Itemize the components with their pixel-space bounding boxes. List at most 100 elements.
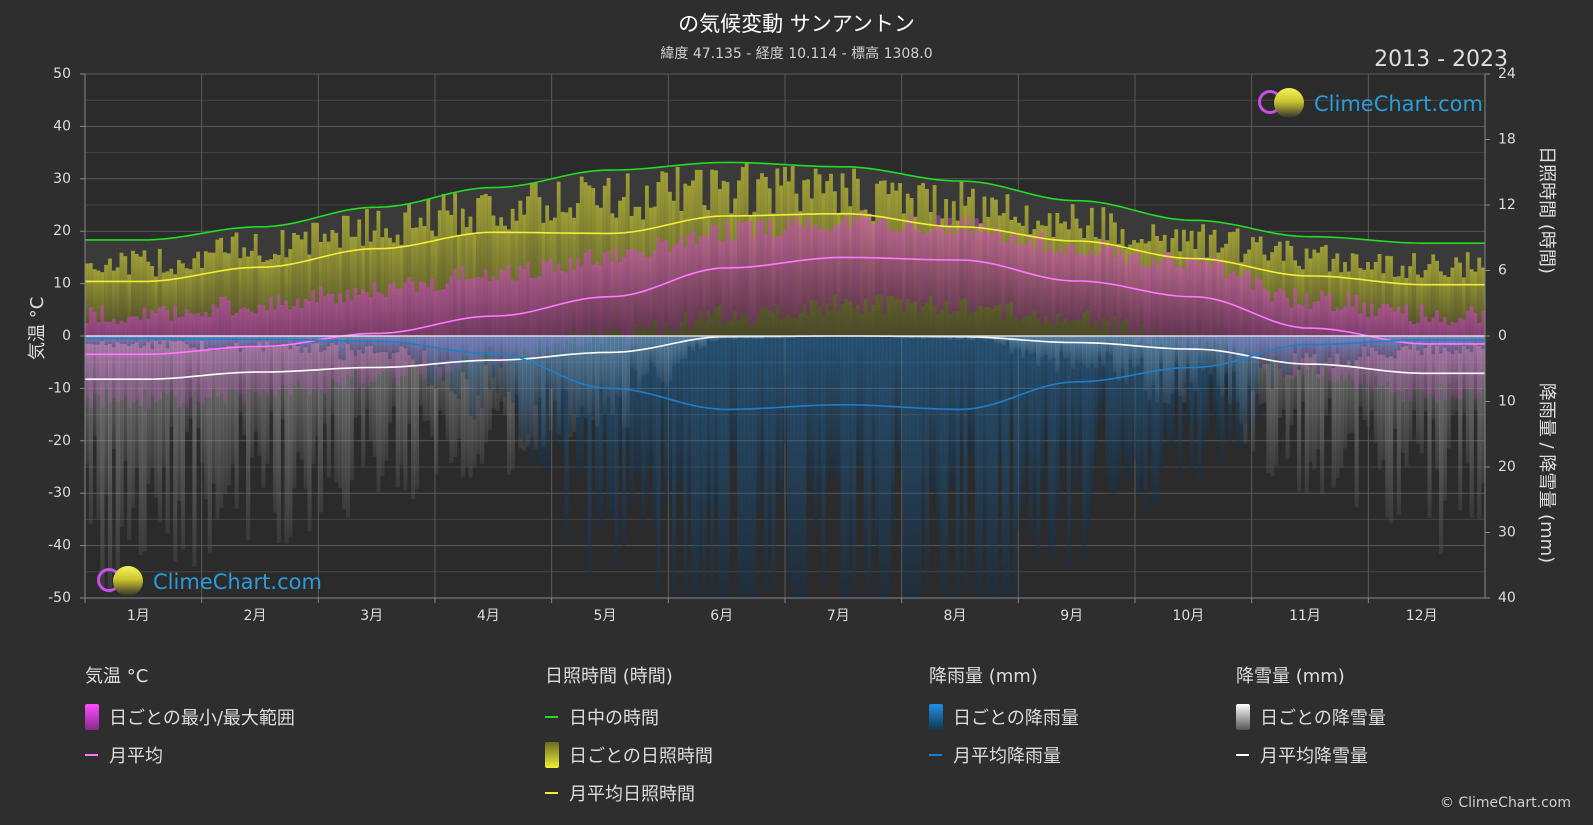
temperature-range-bar bbox=[752, 237, 756, 324]
rain-bar bbox=[825, 336, 829, 483]
rain-bar bbox=[1178, 336, 1182, 472]
rain-bar bbox=[1424, 336, 1428, 348]
rain-bar bbox=[254, 336, 258, 346]
rain-bar bbox=[979, 336, 983, 598]
brand-logo-top[interactable]: ClimeChart.com bbox=[1258, 88, 1483, 120]
temperature-range-bar bbox=[618, 262, 622, 333]
rain-bar bbox=[710, 336, 714, 598]
temperature-range-bar bbox=[587, 250, 591, 343]
rain-bar bbox=[426, 336, 430, 386]
temperature-range-bar bbox=[1155, 266, 1159, 330]
snow-bar bbox=[135, 336, 139, 468]
rain-bar bbox=[538, 336, 542, 463]
rain-bar bbox=[97, 336, 101, 344]
rain-bar bbox=[795, 336, 799, 598]
rain-bar bbox=[204, 336, 208, 350]
rain-bar bbox=[1320, 336, 1324, 366]
month-tick-label: 11月 bbox=[1289, 608, 1321, 624]
temperature-range-bar bbox=[1170, 256, 1174, 339]
rain-bar bbox=[89, 336, 93, 344]
precipitation-tick-label: 40 bbox=[1498, 590, 1516, 606]
temperature-tick-label: -40 bbox=[48, 538, 71, 554]
rain-bar bbox=[898, 336, 902, 471]
rain-bar bbox=[1209, 336, 1213, 389]
rain-bar bbox=[1009, 336, 1013, 430]
rain-bar bbox=[1174, 336, 1178, 403]
rain-bar bbox=[722, 336, 726, 598]
rain-bar bbox=[377, 336, 381, 352]
daylight-swatch-icon bbox=[545, 716, 558, 718]
rain-bar bbox=[1289, 336, 1293, 375]
temperature-range-bar bbox=[1113, 258, 1117, 317]
temperature-range-bar bbox=[852, 217, 856, 309]
temperature-range-bar bbox=[883, 216, 887, 314]
temperature-range-bar bbox=[1124, 263, 1128, 318]
snow-bar bbox=[342, 336, 346, 509]
brand-logo-bottom[interactable]: ClimeChart.com bbox=[97, 566, 322, 598]
legend-heading: 気温 °C bbox=[85, 662, 295, 684]
temperature-tick-label: -10 bbox=[48, 380, 71, 396]
snow-bar bbox=[403, 336, 407, 490]
rain-bar bbox=[1136, 336, 1140, 498]
temperature-range-bar bbox=[576, 259, 580, 348]
rain-bar bbox=[630, 336, 634, 506]
rain-bar bbox=[921, 336, 925, 523]
snow-bar bbox=[1470, 336, 1474, 518]
legend-item: 月平均 bbox=[85, 736, 295, 774]
rain-bar bbox=[1240, 336, 1244, 447]
rain-bar bbox=[1036, 336, 1040, 563]
temperature-range-bar bbox=[683, 247, 687, 312]
rain-bar bbox=[492, 336, 496, 378]
temperature-range-bar bbox=[795, 217, 799, 318]
rain-bar bbox=[649, 336, 653, 466]
temperature-range-bar bbox=[1078, 252, 1082, 320]
rain-bar bbox=[821, 336, 825, 584]
rain-bar bbox=[139, 336, 143, 348]
temperature-range-bar bbox=[921, 235, 925, 306]
rain-bar bbox=[438, 336, 442, 367]
rain-bar bbox=[93, 336, 97, 345]
rain-bar bbox=[549, 336, 553, 388]
rain-bar bbox=[250, 336, 254, 346]
temperature-range-bar bbox=[1178, 265, 1182, 333]
rain-bar bbox=[933, 336, 937, 495]
rain-bar bbox=[1297, 336, 1301, 370]
temperature-range-bar bbox=[1094, 257, 1098, 321]
temperature-range-bar bbox=[1013, 232, 1017, 315]
temperature-range-bar bbox=[1063, 254, 1067, 318]
rain-bar bbox=[411, 336, 415, 360]
month-tick-label: 10月 bbox=[1172, 608, 1204, 624]
rain-bar bbox=[561, 336, 565, 452]
rain-bar bbox=[1082, 336, 1086, 558]
snow-bar bbox=[1435, 336, 1439, 470]
temperature-range-bar bbox=[829, 231, 833, 309]
temperature-range-bar bbox=[714, 225, 718, 307]
snow-bar bbox=[400, 336, 404, 465]
snow-bar bbox=[169, 336, 173, 427]
precipitation-tick-label: 30 bbox=[1498, 525, 1516, 541]
rain-bar bbox=[1251, 336, 1255, 391]
temperature-range-bar bbox=[1144, 266, 1148, 342]
rain-bar bbox=[687, 336, 691, 501]
precipitation-tick-label: 10 bbox=[1498, 394, 1516, 410]
snow-bar bbox=[373, 336, 377, 457]
rain-bar bbox=[990, 336, 994, 598]
snow-bar bbox=[361, 336, 365, 466]
rain-bar bbox=[104, 336, 108, 345]
sunshine-tick-label: 0 bbox=[1498, 328, 1507, 344]
climechart-logo-icon bbox=[1258, 88, 1314, 120]
snow-bar bbox=[143, 336, 147, 552]
rain-bar bbox=[143, 336, 147, 346]
rain-bar bbox=[1017, 336, 1021, 531]
rain-bar bbox=[1170, 336, 1174, 445]
temperature-range-bar bbox=[1059, 248, 1063, 323]
temperature-tick-label: -30 bbox=[48, 485, 71, 501]
rain-bar bbox=[396, 336, 400, 352]
snow-bar bbox=[1305, 336, 1309, 494]
temperature-range-bar bbox=[1075, 255, 1079, 320]
snow-bar bbox=[311, 336, 315, 464]
temperature-range-bar bbox=[1040, 232, 1044, 324]
rain-bar bbox=[238, 336, 242, 352]
temperature-range-bar bbox=[871, 224, 875, 305]
month-tick-label: 9月 bbox=[1060, 608, 1083, 624]
